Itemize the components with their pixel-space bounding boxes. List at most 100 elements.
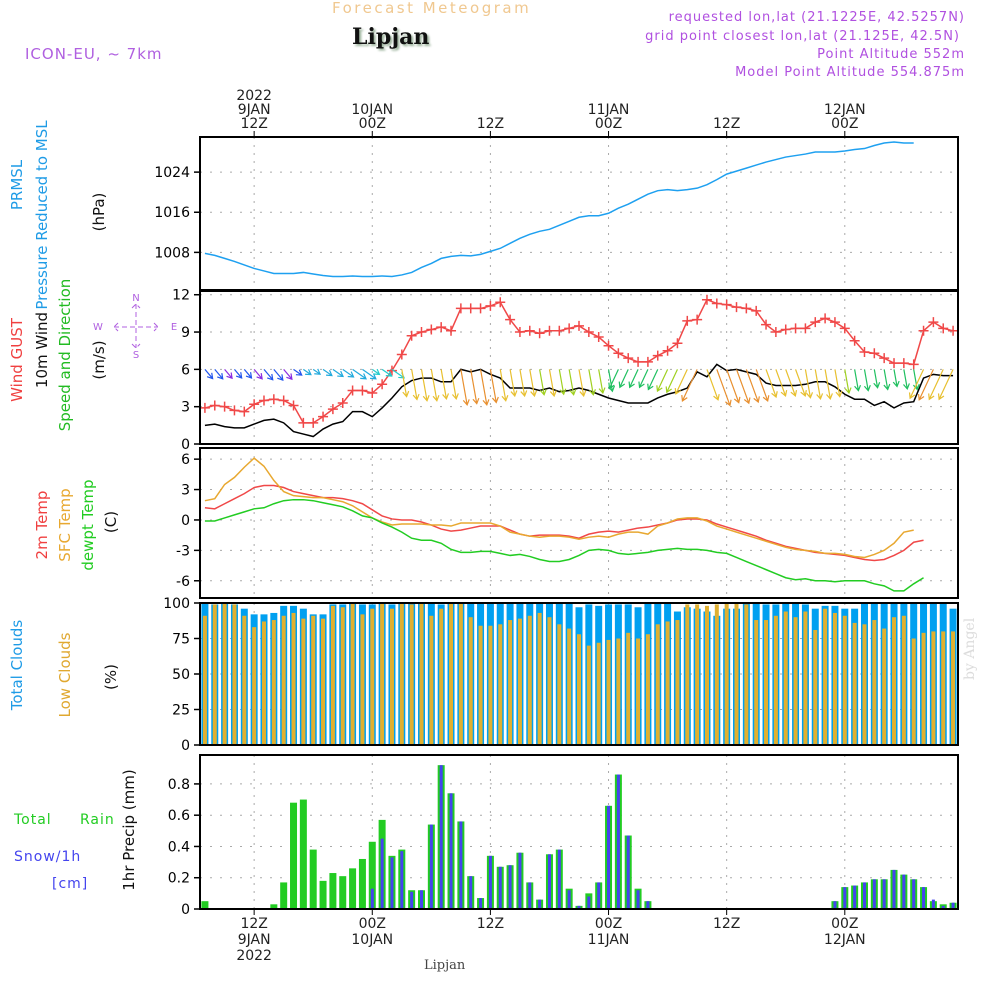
wind-arrow xyxy=(928,369,944,401)
gust-marker xyxy=(524,325,535,336)
gust-marker xyxy=(682,315,693,326)
y-tick-label: 12 xyxy=(172,288,190,304)
time-label-bottom: 12Z xyxy=(713,916,740,932)
wind-arrow xyxy=(588,369,596,396)
gust-marker xyxy=(308,417,319,428)
cloud-low-bar xyxy=(557,624,562,745)
gust-marker xyxy=(505,314,516,325)
gust-marker xyxy=(396,349,407,360)
total-rain-label-2: Rain xyxy=(80,812,115,828)
y-tick-label: 0.4 xyxy=(168,839,190,855)
gust-marker xyxy=(357,385,368,396)
cloud-low-bar xyxy=(931,631,936,745)
cloud-low-bar xyxy=(695,604,700,745)
pressure-line xyxy=(204,141,914,278)
rain-bar xyxy=(290,802,298,909)
wind-arrow xyxy=(824,369,833,401)
snow-bar xyxy=(587,896,591,909)
requested-coords: requested lon,lat (21.1225E, 42.5257N) xyxy=(668,10,965,25)
wind-arrow xyxy=(873,369,881,389)
gust-marker xyxy=(642,356,653,367)
y-tick-label: 0 xyxy=(181,513,190,529)
gust-marker xyxy=(829,317,840,328)
cloud-low-bar xyxy=(321,618,326,745)
panel-frame-wind xyxy=(199,290,959,445)
wind-arrow xyxy=(204,368,214,380)
cloud-low-bar xyxy=(419,603,424,745)
panel-frame-precip xyxy=(199,754,959,910)
gust-marker xyxy=(938,323,949,334)
cloud-low-bar xyxy=(399,603,404,745)
temp-dewpt-line xyxy=(204,498,924,592)
wind-arrow xyxy=(312,368,322,375)
cloud-low-bar xyxy=(586,645,591,745)
snow-bar xyxy=(528,882,532,909)
cloud-low-bar xyxy=(724,603,729,745)
snow-bar xyxy=(862,882,866,909)
gust-marker xyxy=(908,359,919,370)
snow-bar xyxy=(370,888,374,909)
compass-east: E xyxy=(171,322,177,333)
time-label-top: 00Z xyxy=(359,116,386,132)
wind-arrow xyxy=(863,369,871,392)
cloud-low-bar xyxy=(852,622,857,745)
y-tick-label: 0.6 xyxy=(168,808,190,824)
panel-frame-pressure xyxy=(199,136,959,291)
cloud-low-bar xyxy=(261,621,266,745)
y-tick-label: 6 xyxy=(181,452,190,468)
gust-marker xyxy=(239,406,250,417)
gust-marker xyxy=(337,397,348,408)
gust-marker xyxy=(761,319,772,330)
cloud-low-bar xyxy=(892,617,897,745)
gust-marker xyxy=(199,402,210,413)
cloud-low-bar xyxy=(478,625,483,745)
snow-bar xyxy=(488,855,492,909)
wind-arrow xyxy=(479,369,490,406)
model-label: ICON-EU, ~ 7km xyxy=(25,45,163,63)
pressure-unit-label: (hPa) xyxy=(90,193,108,232)
snow-bar xyxy=(567,890,571,909)
snow-bar xyxy=(882,879,886,909)
wind-arrow xyxy=(608,369,619,390)
wind-arrow xyxy=(499,369,509,402)
cloud-low-bar xyxy=(921,632,926,745)
cloud-low-bar xyxy=(754,620,759,745)
snow-bar xyxy=(419,890,423,909)
cloud-low-bar xyxy=(517,618,522,745)
y-tick-label: 3 xyxy=(181,483,190,499)
cloud-low-bar xyxy=(488,625,493,745)
gust-marker xyxy=(534,328,545,339)
wind-arrow xyxy=(430,369,440,402)
cloud-low-bar xyxy=(311,615,316,745)
wind-arrow xyxy=(804,369,814,399)
snow-bar xyxy=(843,887,847,909)
temp-sfc-label: SFC Temp xyxy=(56,488,74,561)
snow-bar xyxy=(931,899,935,909)
snow-bar xyxy=(439,765,443,909)
wind-arrow xyxy=(854,369,862,392)
cloud-low-bar xyxy=(330,605,335,745)
gust-marker xyxy=(465,303,476,314)
time-label-top: 12Z xyxy=(240,116,267,132)
snow-bar xyxy=(912,879,916,909)
time-label-bottom: 12Z xyxy=(477,916,504,932)
wind-arrow xyxy=(529,369,538,398)
cloud-low-bar xyxy=(636,638,641,745)
wind-arrow xyxy=(539,369,547,396)
gust-marker xyxy=(790,323,801,334)
y-tick-label: 1024 xyxy=(154,165,190,181)
wind-arrow xyxy=(795,369,807,397)
wind-arrow xyxy=(598,369,606,395)
wind-arrow xyxy=(273,368,284,381)
snow-bar xyxy=(626,835,630,909)
cloud-low-bar xyxy=(458,603,463,745)
temp-2m-line xyxy=(204,484,924,562)
gust-marker xyxy=(859,346,870,357)
cloud-low-bar xyxy=(783,611,788,745)
gust-marker xyxy=(436,322,447,333)
gust-marker xyxy=(810,317,821,328)
wind-arrow xyxy=(745,369,760,404)
snow-bar xyxy=(469,876,473,909)
cloud-low-bar xyxy=(537,612,542,745)
time-label-top: 00Z xyxy=(595,116,622,132)
